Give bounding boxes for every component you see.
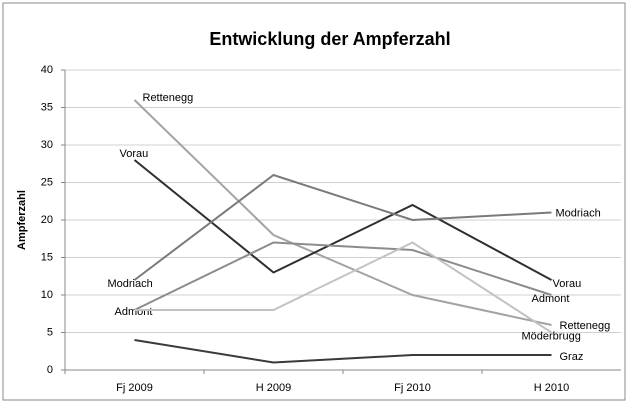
x-tick-label: H 2010 [534,382,569,394]
series-line [133,159,552,281]
x-tick-label: Fj 2009 [116,382,153,394]
x-tick-label: H 2009 [256,382,291,394]
y-tick-label: 0 [47,364,53,376]
y-tick-label: 15 [41,251,53,263]
series-label: Möderbrugg [522,330,581,342]
y-tick-label: 40 [41,64,53,76]
y-tick-label: 30 [41,139,53,151]
series-label: Admont [115,306,153,318]
series-label: Rettenegg [143,92,194,104]
y-tick-label: 5 [47,326,53,338]
series-label: Rettenegg [560,320,611,332]
series-line [134,339,552,364]
y-tick-label: 10 [41,289,53,301]
series-label: Graz [560,351,584,363]
series-label: Admont [532,293,570,305]
series-line [134,241,552,311]
y-tick-label: 20 [41,214,53,226]
series-line [133,99,552,326]
series-label: Vorau [120,148,149,160]
series-label: Modriach [108,278,153,290]
chart-title: Entwicklung der Ampferzahl [209,29,450,49]
y-tick-label: 25 [41,176,53,188]
series-label: Vorau [553,278,582,290]
series-line [133,173,552,281]
y-axis-label: Ampferzahl [16,190,28,250]
series-line [134,241,553,334]
x-tick-label: Fj 2010 [394,382,431,394]
series-label: Modriach [556,207,601,219]
y-tick-label: 35 [41,101,53,113]
